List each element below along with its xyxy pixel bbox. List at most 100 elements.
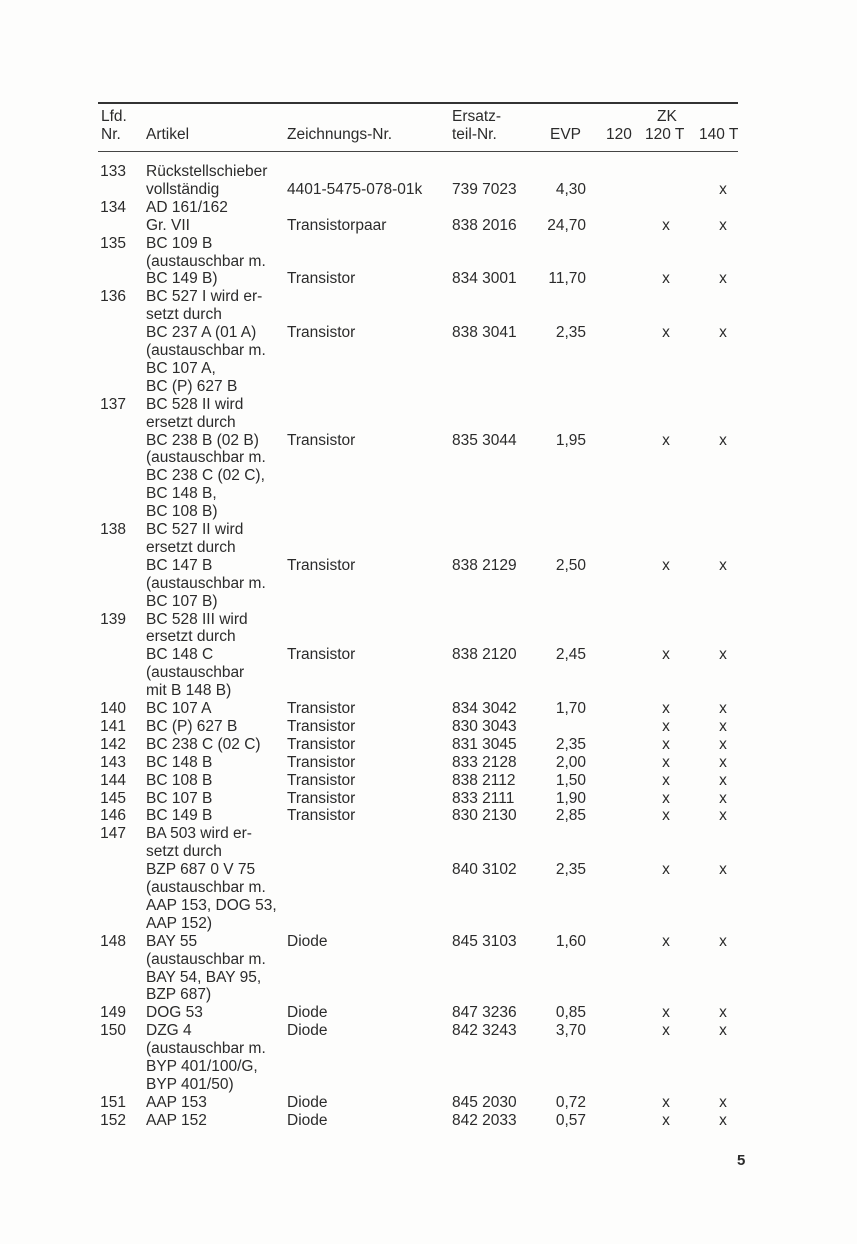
article-text: (austauschbar m.: [146, 252, 266, 270]
table-row-continuation: AAP 152): [0, 915, 857, 933]
table-row: 143 BC 148 B Transistor 833 2128 2,00 x x: [0, 754, 857, 772]
zk-120t-mark: x: [662, 1004, 670, 1022]
page-number: 5: [737, 1152, 746, 1169]
article-text: BC 149 B): [146, 270, 218, 288]
spare-part-number: 739 7023: [452, 180, 517, 198]
table-row: 138 BC 527 II wird: [0, 521, 857, 539]
zk-120t-mark: x: [662, 807, 670, 825]
header-ersatzteil-line1: Ersatz-: [452, 108, 502, 125]
spare-part-number: 838 3041: [452, 324, 517, 342]
article-text: BC 147 B: [146, 556, 213, 574]
article-text: BC 528 II wird: [146, 395, 244, 413]
article-text: BC 527 II wird: [146, 521, 244, 538]
drawing-number: Diode: [287, 1004, 328, 1022]
table-row-continuation: (austauschbar m.: [0, 253, 857, 271]
zk-140t-mark: x: [719, 771, 727, 789]
drawing-number: Transistor: [287, 324, 356, 342]
article-text: ersetzt durch: [146, 538, 236, 556]
table-row-continuation: (austauschbar m.: [0, 342, 857, 360]
price-evp: 1,95: [555, 431, 586, 449]
zk-120t-mark: x: [662, 717, 670, 735]
item-number: 133: [100, 163, 126, 180]
table-row-continuation: BC 148 C Transistor 838 2120 2,45 x x: [0, 646, 857, 664]
header-rule: [98, 151, 738, 152]
table-row-continuation: BC 108 B): [0, 503, 857, 521]
article-text: BC 109 B: [146, 234, 213, 252]
article-text: AAP 152: [146, 1111, 207, 1129]
article-text: DOG 53: [146, 1004, 203, 1022]
table-row-continuation: BC 148 B,: [0, 485, 857, 503]
spare-part-number: 830 3043: [452, 717, 517, 735]
zk-140t-mark: x: [719, 717, 727, 735]
article-text: BC 107 B): [146, 592, 218, 610]
article-text: (austauschbar m.: [146, 950, 266, 968]
spare-part-number: 835 3044: [452, 431, 517, 449]
table-row: 148 BAY 55 Diode 845 3103 1,60 x x: [0, 933, 857, 951]
header-zk: ZK: [657, 108, 677, 125]
zk-140t-mark: x: [719, 1093, 727, 1111]
article-text: (austauschbar m.: [146, 879, 266, 896]
spare-part-number: 845 3103: [452, 932, 517, 950]
price-evp: 2,35: [555, 735, 586, 753]
item-number: 135: [100, 234, 126, 252]
item-number: 139: [100, 610, 126, 628]
table-row-continuation: setzt durch: [0, 306, 857, 324]
spare-part-number: 838 2120: [452, 646, 517, 664]
header-artikel: Artikel: [146, 126, 190, 143]
item-number: 145: [100, 789, 126, 807]
item-number: 141: [100, 717, 126, 735]
zk-120t-mark: x: [662, 1022, 670, 1040]
item-number: 138: [100, 521, 126, 538]
article-text: ersetzt durch: [146, 413, 236, 431]
table-row: 133 Rückstellschieber: [0, 163, 857, 181]
spare-part-number: 838 2112: [452, 771, 516, 789]
zk-140t-mark: x: [719, 789, 727, 807]
drawing-number: Transistor: [287, 270, 356, 288]
spare-part-number: 834 3042: [452, 700, 517, 717]
item-number: 136: [100, 288, 126, 306]
article-text: (austauschbar m.: [146, 449, 266, 467]
price-evp: 24,70: [547, 216, 586, 234]
table-row: 149 DOG 53 Diode 847 3236 0,85 x x: [0, 1004, 857, 1022]
article-text: BC 238 C (02 C): [146, 735, 261, 753]
item-number: 149: [100, 1004, 126, 1022]
drawing-number: Transistor: [287, 735, 356, 753]
table-row-continuation: AAP 153, DOG 53,: [0, 897, 857, 915]
article-text: (austauschbar m.: [146, 342, 266, 359]
spare-part-number: 833 2111: [452, 789, 515, 807]
item-number: 152: [100, 1111, 126, 1129]
header-zk-120: 120: [606, 126, 632, 143]
article-text: setzt durch: [146, 843, 222, 861]
article-text: BC 107 A: [146, 700, 212, 717]
price-evp: 2,35: [555, 324, 586, 342]
zk-120t-mark: x: [662, 270, 670, 288]
table-row: 142 BC 238 C (02 C) Transistor 831 3045 2,35…: [0, 736, 857, 754]
drawing-number: Diode: [287, 1111, 328, 1129]
zk-120t-mark: x: [662, 771, 670, 789]
zk-140t-mark: x: [719, 861, 727, 879]
item-number: 140: [100, 700, 126, 717]
item-number: 143: [100, 753, 126, 771]
article-text: BC 238 C (02 C),: [146, 467, 265, 485]
table-row: 147 BA 503 wird er-: [0, 825, 857, 843]
drawing-number: 4401-5475-078-01k: [287, 180, 423, 198]
price-evp: 0,85: [555, 1004, 586, 1022]
price-evp: 1,50: [555, 771, 586, 789]
article-text: BC (P) 627 B: [146, 717, 238, 735]
spare-part-number: 838 2129: [452, 556, 517, 574]
zk-140t-mark: x: [719, 431, 727, 449]
zk-120t-mark: x: [662, 431, 670, 449]
header-zk-120t: 120 T: [645, 126, 685, 143]
table-row: 141 BC (P) 627 B Transistor 830 3043 x x: [0, 718, 857, 736]
drawing-number: Transistor: [287, 789, 356, 807]
zk-140t-mark: x: [719, 324, 727, 342]
zk-120t-mark: x: [662, 700, 670, 717]
table-row-continuation: (austauschbar m.: [0, 951, 857, 969]
zk-120t-mark: x: [662, 932, 670, 950]
zk-140t-mark: x: [719, 932, 727, 950]
spare-part-number: 833 2128: [452, 753, 517, 771]
price-evp: 0,72: [555, 1093, 586, 1111]
drawing-number: Diode: [287, 1022, 328, 1040]
zk-120t-mark: x: [662, 735, 670, 753]
price-evp: 1,90: [555, 789, 586, 807]
